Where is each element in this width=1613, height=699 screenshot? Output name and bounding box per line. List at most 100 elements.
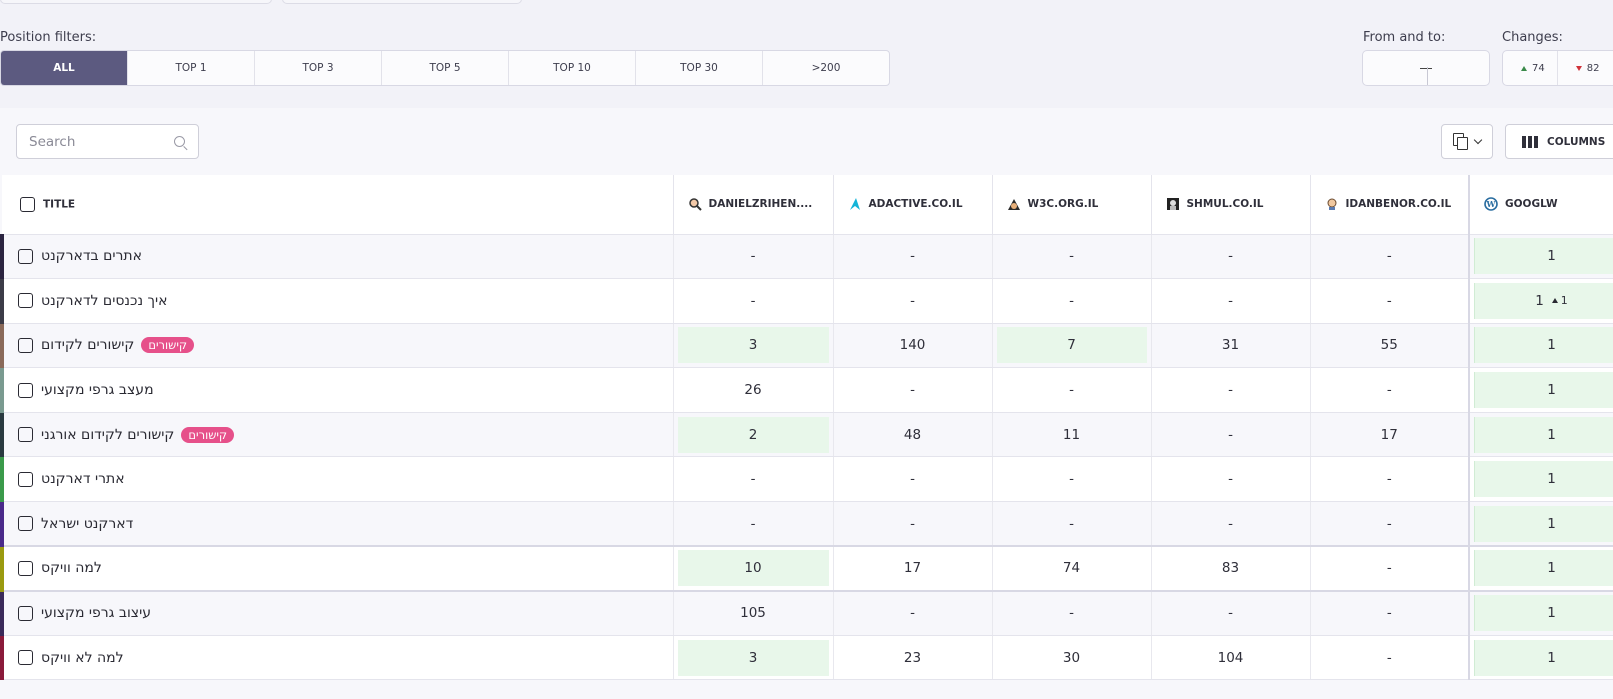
from-to-range[interactable]: [1362, 50, 1490, 86]
table-row[interactable]: למה וויקס 10 17 74 83 - 1: [0, 546, 1613, 592]
column-header-competitor[interactable]: W3C.ORG.IL: [991, 175, 1151, 235]
position-cell: -: [991, 456, 1151, 503]
column-header-label: GOOGLW: [1505, 198, 1558, 211]
position-value: 48: [838, 417, 988, 453]
copy-icon: [1453, 132, 1469, 151]
row-checkbox[interactable]: [18, 650, 33, 666]
position-value: 74: [997, 550, 1147, 586]
keyword-text[interactable]: עיצוב גרפי מקצועי: [41, 605, 152, 622]
position-value: -: [1156, 506, 1306, 542]
row-checkbox[interactable]: [18, 471, 33, 487]
table-row[interactable]: אתרים בדארקנט - - - - - 1: [0, 234, 1613, 280]
keyword-text[interactable]: איך נכנסים לדארקנט: [41, 292, 168, 309]
position-value: -: [1315, 506, 1465, 542]
table-row[interactable]: עיצוב גרפי מקצועי 105 - - - - 1: [0, 590, 1613, 636]
table-row[interactable]: איך נכנסים לדארקנט - - - - -1 1: [0, 278, 1613, 324]
position-cell: 26: [672, 367, 833, 413]
position-value: -: [1315, 595, 1465, 631]
position-cell: 17: [832, 546, 992, 592]
position-value: -: [1315, 461, 1465, 497]
position-cell: -: [1309, 234, 1469, 280]
position-value: -: [678, 283, 829, 319]
search-icon: [174, 136, 185, 147]
position-filter-top-3[interactable]: TOP 3: [255, 51, 382, 85]
row-checkbox[interactable]: [18, 248, 33, 264]
position-number: 10: [744, 560, 762, 577]
range-divider: [1427, 67, 1428, 85]
row-checkbox[interactable]: [18, 337, 33, 353]
position-value: 26: [678, 372, 829, 408]
position-number: -: [1386, 248, 1392, 265]
changes-down[interactable]: 82: [1556, 51, 1612, 85]
position-filter-all[interactable]: ALL: [1, 51, 128, 85]
row-checkbox[interactable]: [18, 382, 33, 398]
keyword-text[interactable]: קישורים לקידום: [41, 337, 135, 354]
position-cell: -: [1309, 456, 1469, 503]
top-control-right[interactable]: [282, 0, 522, 4]
keyword-text[interactable]: אתרי דארקנט: [41, 471, 125, 488]
row-checkbox[interactable]: [18, 516, 33, 532]
position-value: -: [838, 238, 988, 274]
table-row[interactable]: קישורים לקידום אורגני קישורים 2 48 11 - 17 1: [0, 412, 1613, 458]
row-checkbox[interactable]: [18, 605, 33, 621]
position-number: 1: [1547, 248, 1556, 265]
position-cell: -: [1309, 590, 1469, 636]
keyword-text[interactable]: מעצב גרפי מקצועי: [41, 382, 154, 399]
keyword-cell: למה לא וויקס: [0, 635, 673, 681]
position-number: 3: [748, 337, 758, 354]
position-value: -: [1156, 238, 1306, 274]
keyword-text[interactable]: למה וויקס: [41, 560, 102, 577]
position-number: 1: [1547, 471, 1556, 488]
keyword-text[interactable]: קישורים לקידום אורגני: [41, 426, 175, 443]
keyword-tag[interactable]: קישורים: [141, 337, 195, 354]
keyword-tag[interactable]: קישורים: [181, 426, 235, 443]
position-value: -: [838, 595, 988, 631]
row-checkbox[interactable]: [18, 427, 33, 443]
position-cell: 3: [672, 323, 833, 369]
table-row[interactable]: אתרי דארקנט - - - - - 1: [0, 456, 1613, 503]
position-filter-top-5[interactable]: TOP 5: [382, 51, 509, 85]
position-cell: 1: [1468, 456, 1613, 503]
position-cell: -: [1150, 367, 1310, 413]
position-number: 30: [1062, 649, 1081, 666]
position-filter-top-1[interactable]: TOP 1: [128, 51, 255, 85]
position-cell: -: [832, 590, 992, 636]
position-filter-over-200[interactable]: >200: [811, 62, 841, 74]
position-filter-top-10[interactable]: TOP 10: [509, 51, 636, 85]
column-header-competitor[interactable]: ADACTIVE.CO.IL: [832, 175, 992, 235]
position-value: 10: [677, 550, 829, 587]
search-input[interactable]: [29, 125, 169, 158]
from-to-label: From and to:: [1363, 30, 1446, 45]
position-cell: -: [672, 234, 833, 280]
keyword-text[interactable]: אתרים בדארקנט: [41, 248, 142, 265]
table-row[interactable]: דארקנט ישראל - - - - - 1: [0, 501, 1613, 548]
column-header-competitor[interactable]: W GOOGLW: [1468, 175, 1613, 235]
position-cell: -: [672, 456, 833, 503]
table-row[interactable]: מעצב גרפי מקצועי 26 - - - - 1: [0, 367, 1613, 413]
adactive-logo-icon: [848, 197, 862, 211]
keyword-text[interactable]: דארקנט ישראל: [41, 515, 134, 532]
changes-up-count: 74: [1532, 62, 1545, 74]
column-header-title[interactable]: TITLE: [2, 175, 673, 235]
column-header-competitor[interactable]: IDANBENOR.CO.IL: [1309, 175, 1469, 235]
copy-button[interactable]: [1441, 124, 1493, 159]
position-value: -: [997, 506, 1147, 542]
keyword-text[interactable]: למה לא וויקס: [41, 649, 124, 666]
row-checkbox[interactable]: [18, 293, 33, 309]
changes-summary: 74 82: [1502, 50, 1613, 86]
column-header-competitor[interactable]: DANIELZRIHEN....: [672, 175, 833, 235]
table-row[interactable]: למה לא וויקס 3 23 30 104 - 1: [0, 635, 1613, 681]
top-control-left[interactable]: [0, 0, 272, 4]
columns-button[interactable]: COLUMNS: [1505, 124, 1613, 159]
row-checkbox[interactable]: [18, 560, 33, 576]
position-value: 1: [1474, 372, 1613, 409]
select-all-checkbox[interactable]: [20, 196, 35, 212]
position-cell: 48: [832, 412, 992, 458]
position-filter-top-30[interactable]: TOP 30: [636, 51, 763, 85]
position-value: 30: [997, 640, 1147, 676]
changes-up[interactable]: 74: [1503, 51, 1557, 85]
table-row[interactable]: קישורים לקידום קישורים 3 140 7 31 55 1: [0, 323, 1613, 369]
column-header-competitor[interactable]: SHMUL.CO.IL: [1150, 175, 1310, 235]
position-value: 3: [677, 639, 829, 676]
position-value: 17: [838, 550, 988, 586]
